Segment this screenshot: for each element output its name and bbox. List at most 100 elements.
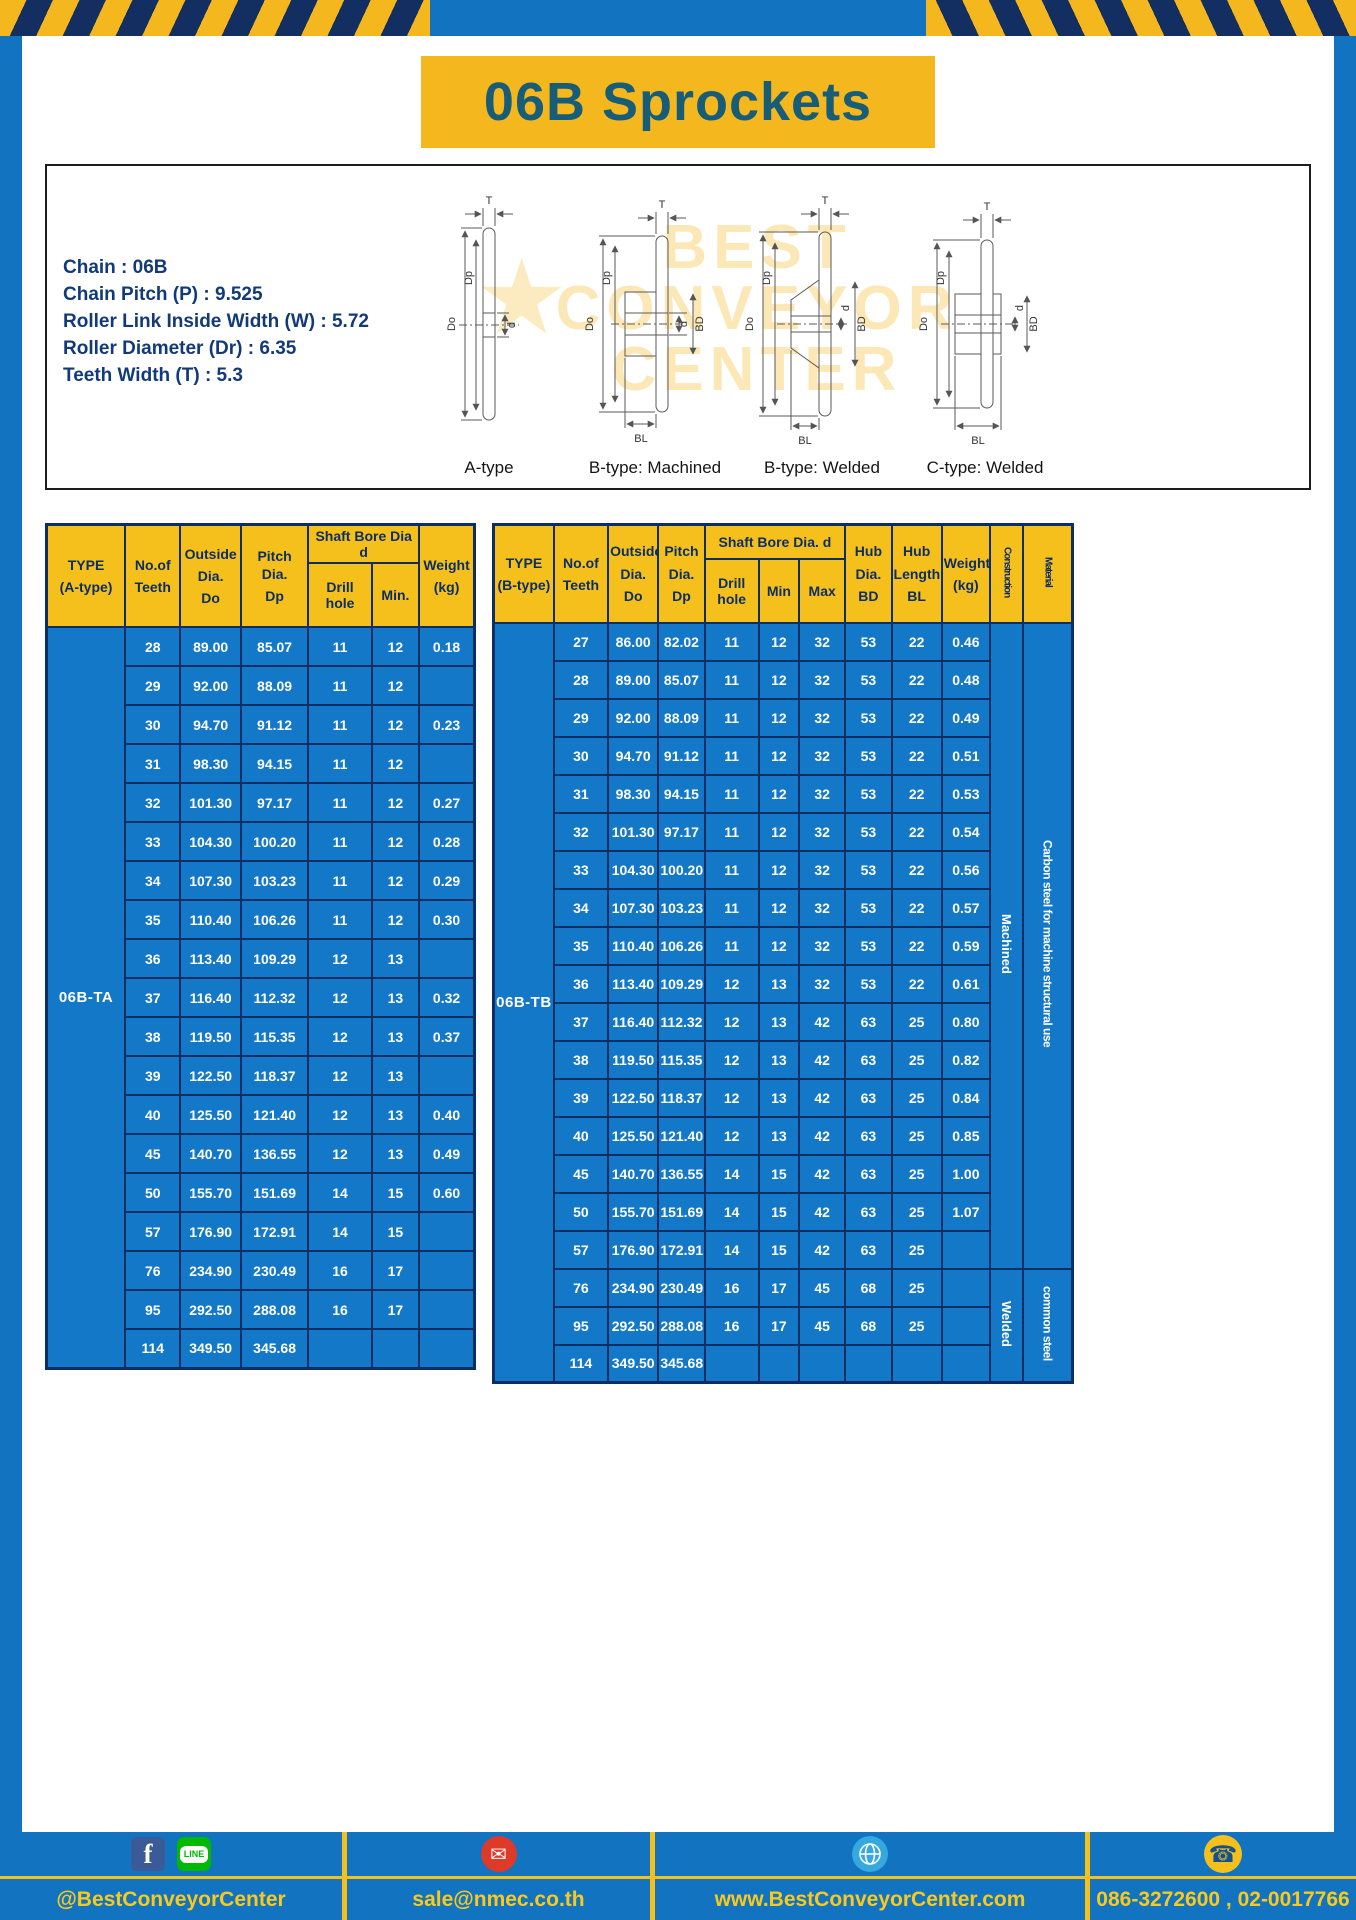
table-cell: 0.40 <box>418 1094 476 1135</box>
table-cell: 103.23 <box>239 860 310 901</box>
type-value-b: 06B-TB <box>492 621 555 1384</box>
table-cell: 0.49 <box>418 1133 476 1174</box>
dim-label-t: T <box>659 199 666 211</box>
table-cell: 12 <box>307 1016 373 1057</box>
table-cell: 63 <box>844 1191 893 1232</box>
table-cell: 91.12 <box>239 704 310 745</box>
dim-label-t: T <box>984 201 991 213</box>
dim-label-do: Do <box>446 317 458 331</box>
table-cell <box>940 1267 992 1308</box>
table-cell <box>418 665 476 706</box>
table-cell: 53 <box>844 773 893 814</box>
table-cell: 16 <box>703 1305 760 1346</box>
table-cell: 11 <box>703 697 760 738</box>
table-cell: 57 <box>552 1229 610 1270</box>
header-type: TYPE (A-type) <box>45 523 127 628</box>
table-cell: 0.27 <box>418 782 476 823</box>
header-type: TYPE (B-type) <box>492 523 555 624</box>
header-outside-dia: Outside Dia. Do <box>607 523 660 624</box>
table-b-row: 45 140.70 136.55 14 15 42 63 25 1.00 <box>494 1153 1073 1194</box>
dim-label-t: T <box>486 195 493 207</box>
table-cell: 12 <box>307 977 373 1018</box>
table-cell: 40 <box>124 1094 182 1135</box>
table-cell: 32 <box>124 782 182 823</box>
construction-value: Machined <box>988 621 1025 1270</box>
table-cell: 13 <box>757 1039 801 1080</box>
table-cell: 114 <box>124 1328 182 1369</box>
table-a-row: 40 125.50 121.40 12 13 0.40 <box>47 1094 476 1135</box>
table-cell: 119.50 <box>607 1039 660 1080</box>
footer-website-icons <box>655 1832 1085 1876</box>
table-cell: 53 <box>844 735 893 776</box>
phone-numbers: 086-3272600 , 02-0017766 <box>1090 1876 1356 1920</box>
table-cell: 112.32 <box>657 1001 706 1042</box>
table-cell: 0.30 <box>418 899 476 940</box>
dim-label-d: d <box>506 322 518 328</box>
table-a-row: 06B-TA 28 89.00 85.07 11 12 0.18 <box>45 626 476 1369</box>
table-cell: 17 <box>757 1267 801 1308</box>
table-cell: 109.29 <box>239 938 310 979</box>
table-cell: 29 <box>552 697 610 738</box>
header-weight: Weight (kg) <box>940 523 992 624</box>
header-shaft-bore-group: Shaft Bore Dia d <box>307 523 421 564</box>
table-cell: 12 <box>307 1094 373 1135</box>
table-cell: 45 <box>798 1267 847 1308</box>
header-hub-dia: Hub Dia. BD <box>844 523 893 624</box>
table-cell: 12 <box>370 743 421 784</box>
table-cell <box>940 1305 992 1346</box>
header-teeth: No.of Teeth <box>124 523 182 628</box>
phone-icon: ☎ <box>1204 1835 1242 1873</box>
table-cell: 32 <box>798 735 847 776</box>
table-cell: 68 <box>844 1305 893 1346</box>
table-cell: 32 <box>798 621 847 662</box>
table-cell: 38 <box>124 1016 182 1057</box>
table-cell: 32 <box>798 811 847 852</box>
table-a-row: 34 107.30 103.23 11 12 0.29 <box>47 860 476 901</box>
table-cell: 0.48 <box>940 659 992 700</box>
table-cell: 22 <box>890 659 943 700</box>
table-cell: 45 <box>124 1133 182 1174</box>
footer-facebook-section: f LINE @BestConveyorCenter <box>0 1832 347 1920</box>
table-b-row: 76 234.90 230.49 16 17 45 68 25 Welded common ste… <box>494 1267 1074 1384</box>
table-cell: 11 <box>307 665 373 706</box>
table-cell: 25 <box>890 1305 943 1346</box>
table-cell: 76 <box>124 1250 182 1291</box>
table-cell: 13 <box>370 977 421 1018</box>
table-cell: 11 <box>307 899 373 940</box>
table-cell: 53 <box>844 697 893 738</box>
table-cell: 89.00 <box>179 626 242 667</box>
table-cell: 42 <box>798 1191 847 1232</box>
table-cell: 17 <box>370 1289 421 1330</box>
table-cell: 32 <box>798 963 847 1004</box>
table-cell: 91.12 <box>657 735 706 776</box>
table-cell: 12 <box>370 899 421 940</box>
table-cell: 292.50 <box>607 1305 660 1346</box>
footer-phone-icons: ☎ <box>1090 1832 1356 1876</box>
table-cell <box>757 1343 801 1384</box>
table-a-row: 35 110.40 106.26 11 12 0.30 <box>47 899 476 940</box>
header-weight: Weight (kg) <box>418 523 476 628</box>
table-cell: 345.68 <box>239 1328 310 1369</box>
table-cell: 110.40 <box>179 899 242 940</box>
table-cell: 86.00 <box>607 621 660 662</box>
table-cell: 12 <box>757 925 801 966</box>
table-cell: 25 <box>890 1153 943 1194</box>
dim-label-dp: Dp <box>935 271 947 285</box>
table-cell: 22 <box>890 811 943 852</box>
table-cell: 16 <box>307 1250 373 1291</box>
table-a-row: 29 92.00 88.09 11 12 <box>47 665 476 706</box>
header-min: Min <box>757 557 801 624</box>
sprocket-diagrams: T Do Dp d T Do Dp d BD BL T Do Dp d BD B… <box>446 195 1040 447</box>
watermark-line: BEST <box>662 213 852 282</box>
table-cell: 11 <box>703 887 760 928</box>
table-cell: 22 <box>890 963 943 1004</box>
table-cell: 11 <box>703 849 760 890</box>
table-cell: 13 <box>370 938 421 979</box>
table-cell: 0.18 <box>418 626 476 667</box>
email-icon: ✉ <box>480 1836 517 1872</box>
table-cell: 53 <box>844 887 893 928</box>
table-cell: 32 <box>552 811 610 852</box>
table-cell: 12 <box>757 811 801 852</box>
table-cell: 39 <box>124 1055 182 1096</box>
globe-icon <box>852 1836 888 1872</box>
